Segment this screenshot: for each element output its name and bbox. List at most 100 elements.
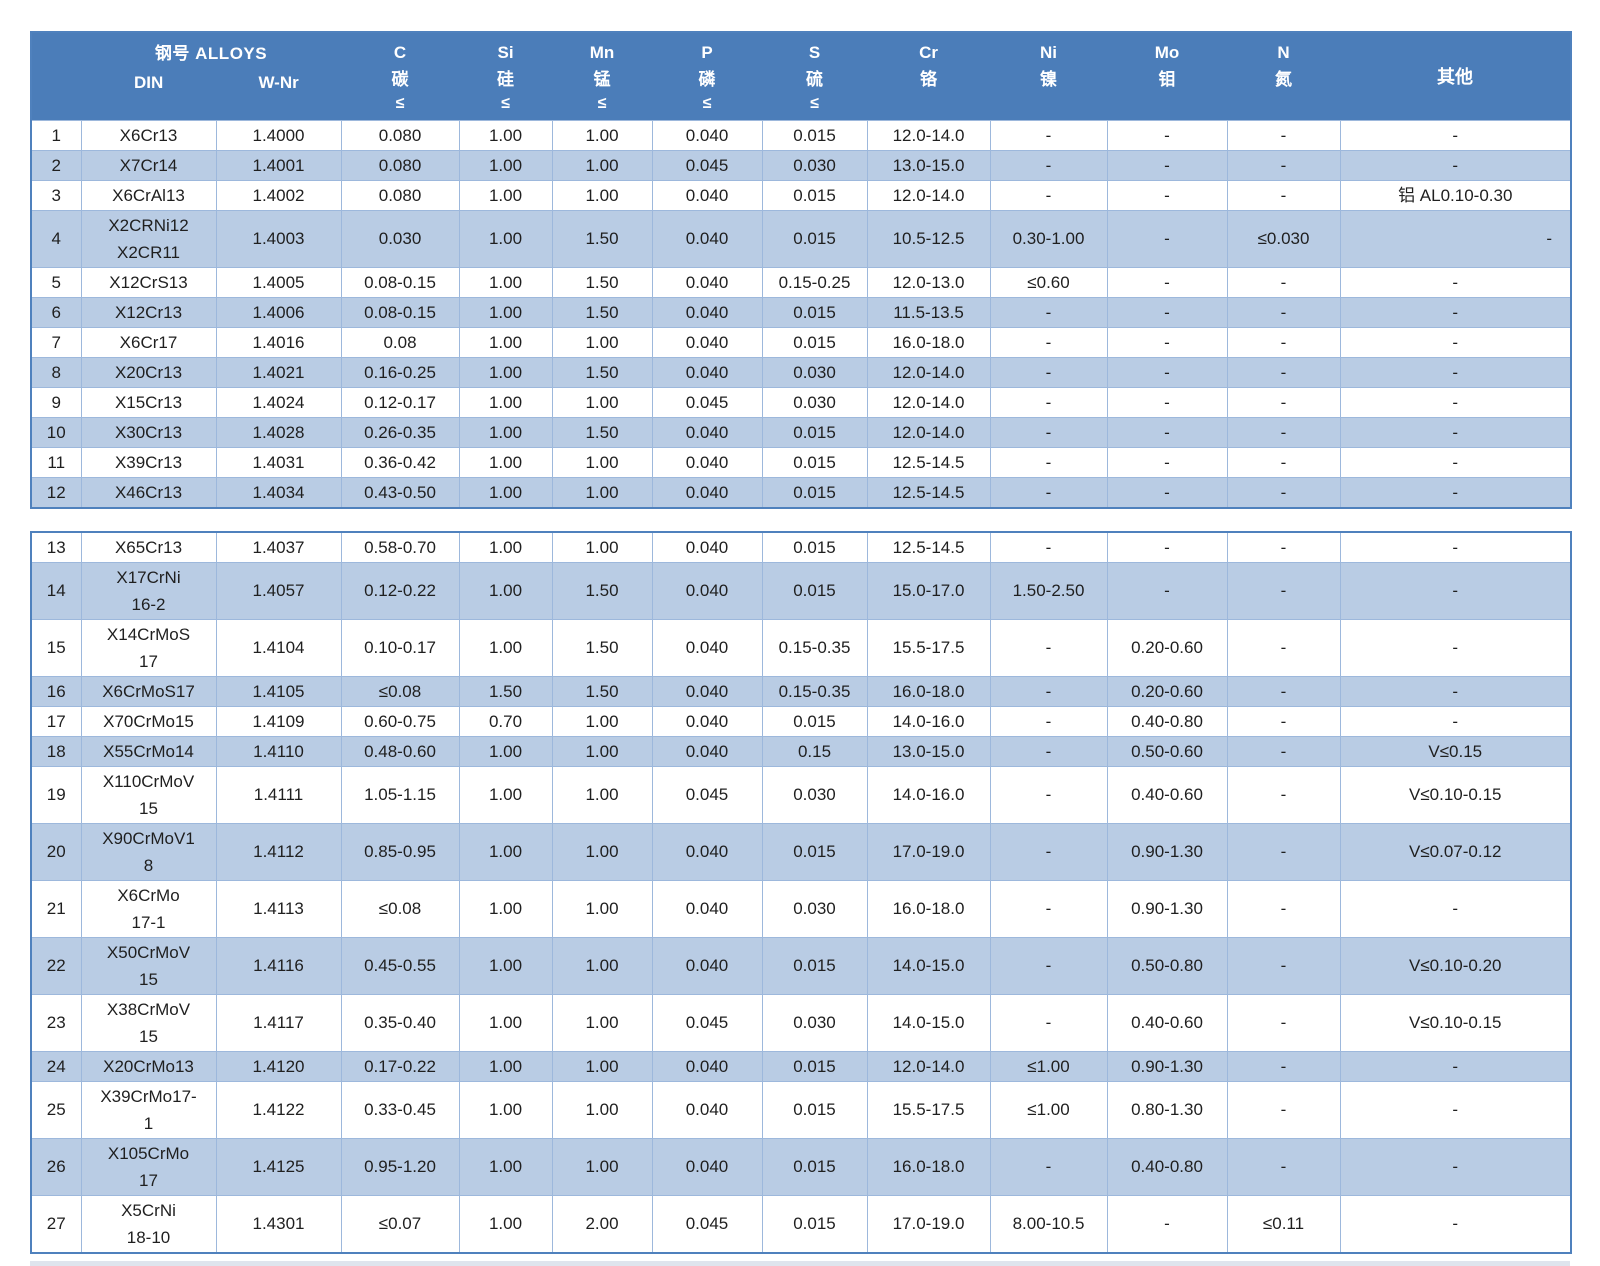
cell-cr: 13.0-15.0 xyxy=(866,736,991,767)
col-header-si-cn: 硅 xyxy=(497,70,515,89)
cell-row-number: 27 xyxy=(30,1195,82,1254)
cell-n: - xyxy=(1226,880,1341,938)
cell-ni: - xyxy=(989,477,1108,509)
cell-din: X20CrMo13 xyxy=(80,1051,217,1082)
cell-other: V≤0.10-0.15 xyxy=(1339,766,1572,824)
cell-wnr: 1.4000 xyxy=(215,120,342,151)
cell-n: - xyxy=(1226,327,1341,358)
cell-wnr: 1.4301 xyxy=(215,1195,342,1254)
cell-c: 0.08 xyxy=(340,327,460,358)
cell-mo: - xyxy=(1106,357,1228,388)
cell-wnr: 1.4120 xyxy=(215,1051,342,1082)
cell-p: 0.045 xyxy=(651,1195,763,1254)
col-header-cr: Cr 铬 xyxy=(867,32,991,121)
cell-din: X105CrMo 17 xyxy=(80,1138,217,1196)
cell-c: 1.05-1.15 xyxy=(340,766,460,824)
cell-ni: - xyxy=(989,1138,1108,1196)
cell-mo: 0.40-0.80 xyxy=(1106,706,1228,737)
cell-n: - xyxy=(1226,766,1341,824)
col-header-mo: Mo 钼 xyxy=(1107,32,1228,121)
cell-ni: - xyxy=(989,120,1108,151)
cell-row-number: 16 xyxy=(30,676,82,707)
cell-ni: 1.50-2.50 xyxy=(989,562,1108,620)
cell-p: 0.040 xyxy=(651,1051,763,1082)
cell-c: 0.58-0.70 xyxy=(340,531,460,563)
col-header-n: N 氮 xyxy=(1227,32,1341,121)
cell-c: 0.080 xyxy=(340,180,460,211)
cell-row-number: 10 xyxy=(30,417,82,448)
cell-n: - xyxy=(1226,994,1341,1052)
cell-s: 0.015 xyxy=(761,120,868,151)
col-header-n-symbol: N xyxy=(1277,43,1290,62)
cell-p: 0.040 xyxy=(651,267,763,298)
col-header-si-symbol: Si xyxy=(497,43,514,62)
cell-din: X65Cr13 xyxy=(80,531,217,563)
cell-mn: 1.00 xyxy=(551,880,653,938)
cell-wnr: 1.4117 xyxy=(215,994,342,1052)
cell-other: - xyxy=(1339,267,1572,298)
col-header-other: 其他 xyxy=(1340,32,1572,121)
cell-wnr: 1.4105 xyxy=(215,676,342,707)
cell-n: - xyxy=(1226,477,1341,509)
cell-si: 1.00 xyxy=(458,1051,553,1082)
cell-si: 1.00 xyxy=(458,994,553,1052)
cell-mo: 0.40-0.60 xyxy=(1106,994,1228,1052)
cell-s: 0.15 xyxy=(761,736,868,767)
cell-ni: - xyxy=(989,706,1108,737)
col-header-mn: Mn 锰 ≤ xyxy=(552,32,653,121)
col-header-row-number xyxy=(31,32,81,121)
cell-ni: - xyxy=(989,417,1108,448)
cell-row-number: 23 xyxy=(30,994,82,1052)
cell-mn: 1.00 xyxy=(551,736,653,767)
table-row: 13 X65Cr13 1.4037 0.58-0.70 1.00 1.00 0.040 0.0… xyxy=(30,531,1572,563)
cell-s: 0.030 xyxy=(761,880,868,938)
table-row: 25 X39CrMo17- 1 1.4122 0.33-0.45 1.00 1.00 0.04… xyxy=(30,1081,1572,1139)
cell-s: 0.015 xyxy=(761,1051,868,1082)
cell-s: 0.015 xyxy=(761,297,868,328)
cell-si: 1.00 xyxy=(458,531,553,563)
cell-p: 0.040 xyxy=(651,1081,763,1139)
cell-s: 0.030 xyxy=(761,357,868,388)
cell-si: 1.00 xyxy=(458,880,553,938)
cell-wnr: 1.4125 xyxy=(215,1138,342,1196)
cell-p: 0.045 xyxy=(651,994,763,1052)
cell-mo: 0.90-1.30 xyxy=(1106,823,1228,881)
cell-ni: ≤1.00 xyxy=(989,1051,1108,1082)
cell-wnr: 1.4112 xyxy=(215,823,342,881)
cell-other: - xyxy=(1339,1081,1572,1139)
cell-cr: 15.5-17.5 xyxy=(866,1081,991,1139)
alloy-table-section-2: 13 X65Cr13 1.4037 0.58-0.70 1.00 1.00 0.040 0.0… xyxy=(30,531,1572,1254)
cell-wnr: 1.4113 xyxy=(215,880,342,938)
cell-s: 0.015 xyxy=(761,327,868,358)
cell-cr: 12.0-14.0 xyxy=(866,387,991,418)
cell-s: 0.015 xyxy=(761,1195,868,1254)
col-header-alloys: 钢号 ALLOYS DIN W-Nr xyxy=(81,32,342,121)
cell-row-number: 4 xyxy=(30,210,82,268)
cell-c: 0.030 xyxy=(340,210,460,268)
cell-row-number: 20 xyxy=(30,823,82,881)
cell-cr: 15.0-17.0 xyxy=(866,562,991,620)
cell-other: V≤0.10-0.15 xyxy=(1339,994,1572,1052)
cell-wnr: 1.4037 xyxy=(215,531,342,563)
cell-mn: 1.50 xyxy=(551,210,653,268)
cell-c: 0.08-0.15 xyxy=(340,267,460,298)
cell-cr: 16.0-18.0 xyxy=(866,880,991,938)
cell-other: - xyxy=(1339,447,1572,478)
table-row: 27 X5CrNi 18-10 1.4301 ≤0.07 1.00 2.00 0.045 0.0… xyxy=(30,1195,1572,1254)
cell-mo: - xyxy=(1106,120,1228,151)
cell-s: 0.030 xyxy=(761,150,868,181)
cell-p: 0.040 xyxy=(651,706,763,737)
cell-row-number: 3 xyxy=(30,180,82,211)
cell-ni: - xyxy=(989,150,1108,181)
cell-si: 1.00 xyxy=(458,357,553,388)
cell-s: 0.015 xyxy=(761,531,868,563)
cell-din: X5CrNi 18-10 xyxy=(80,1195,217,1254)
cell-n: - xyxy=(1226,937,1341,995)
col-header-din: DIN xyxy=(133,73,164,92)
cell-other: 铝 AL0.10-0.30 xyxy=(1339,180,1572,211)
cell-c: 0.60-0.75 xyxy=(340,706,460,737)
cell-din: X50CrMoV 15 xyxy=(80,937,217,995)
cell-p: 0.040 xyxy=(651,1138,763,1196)
col-header-c-symbol: C xyxy=(393,43,407,62)
